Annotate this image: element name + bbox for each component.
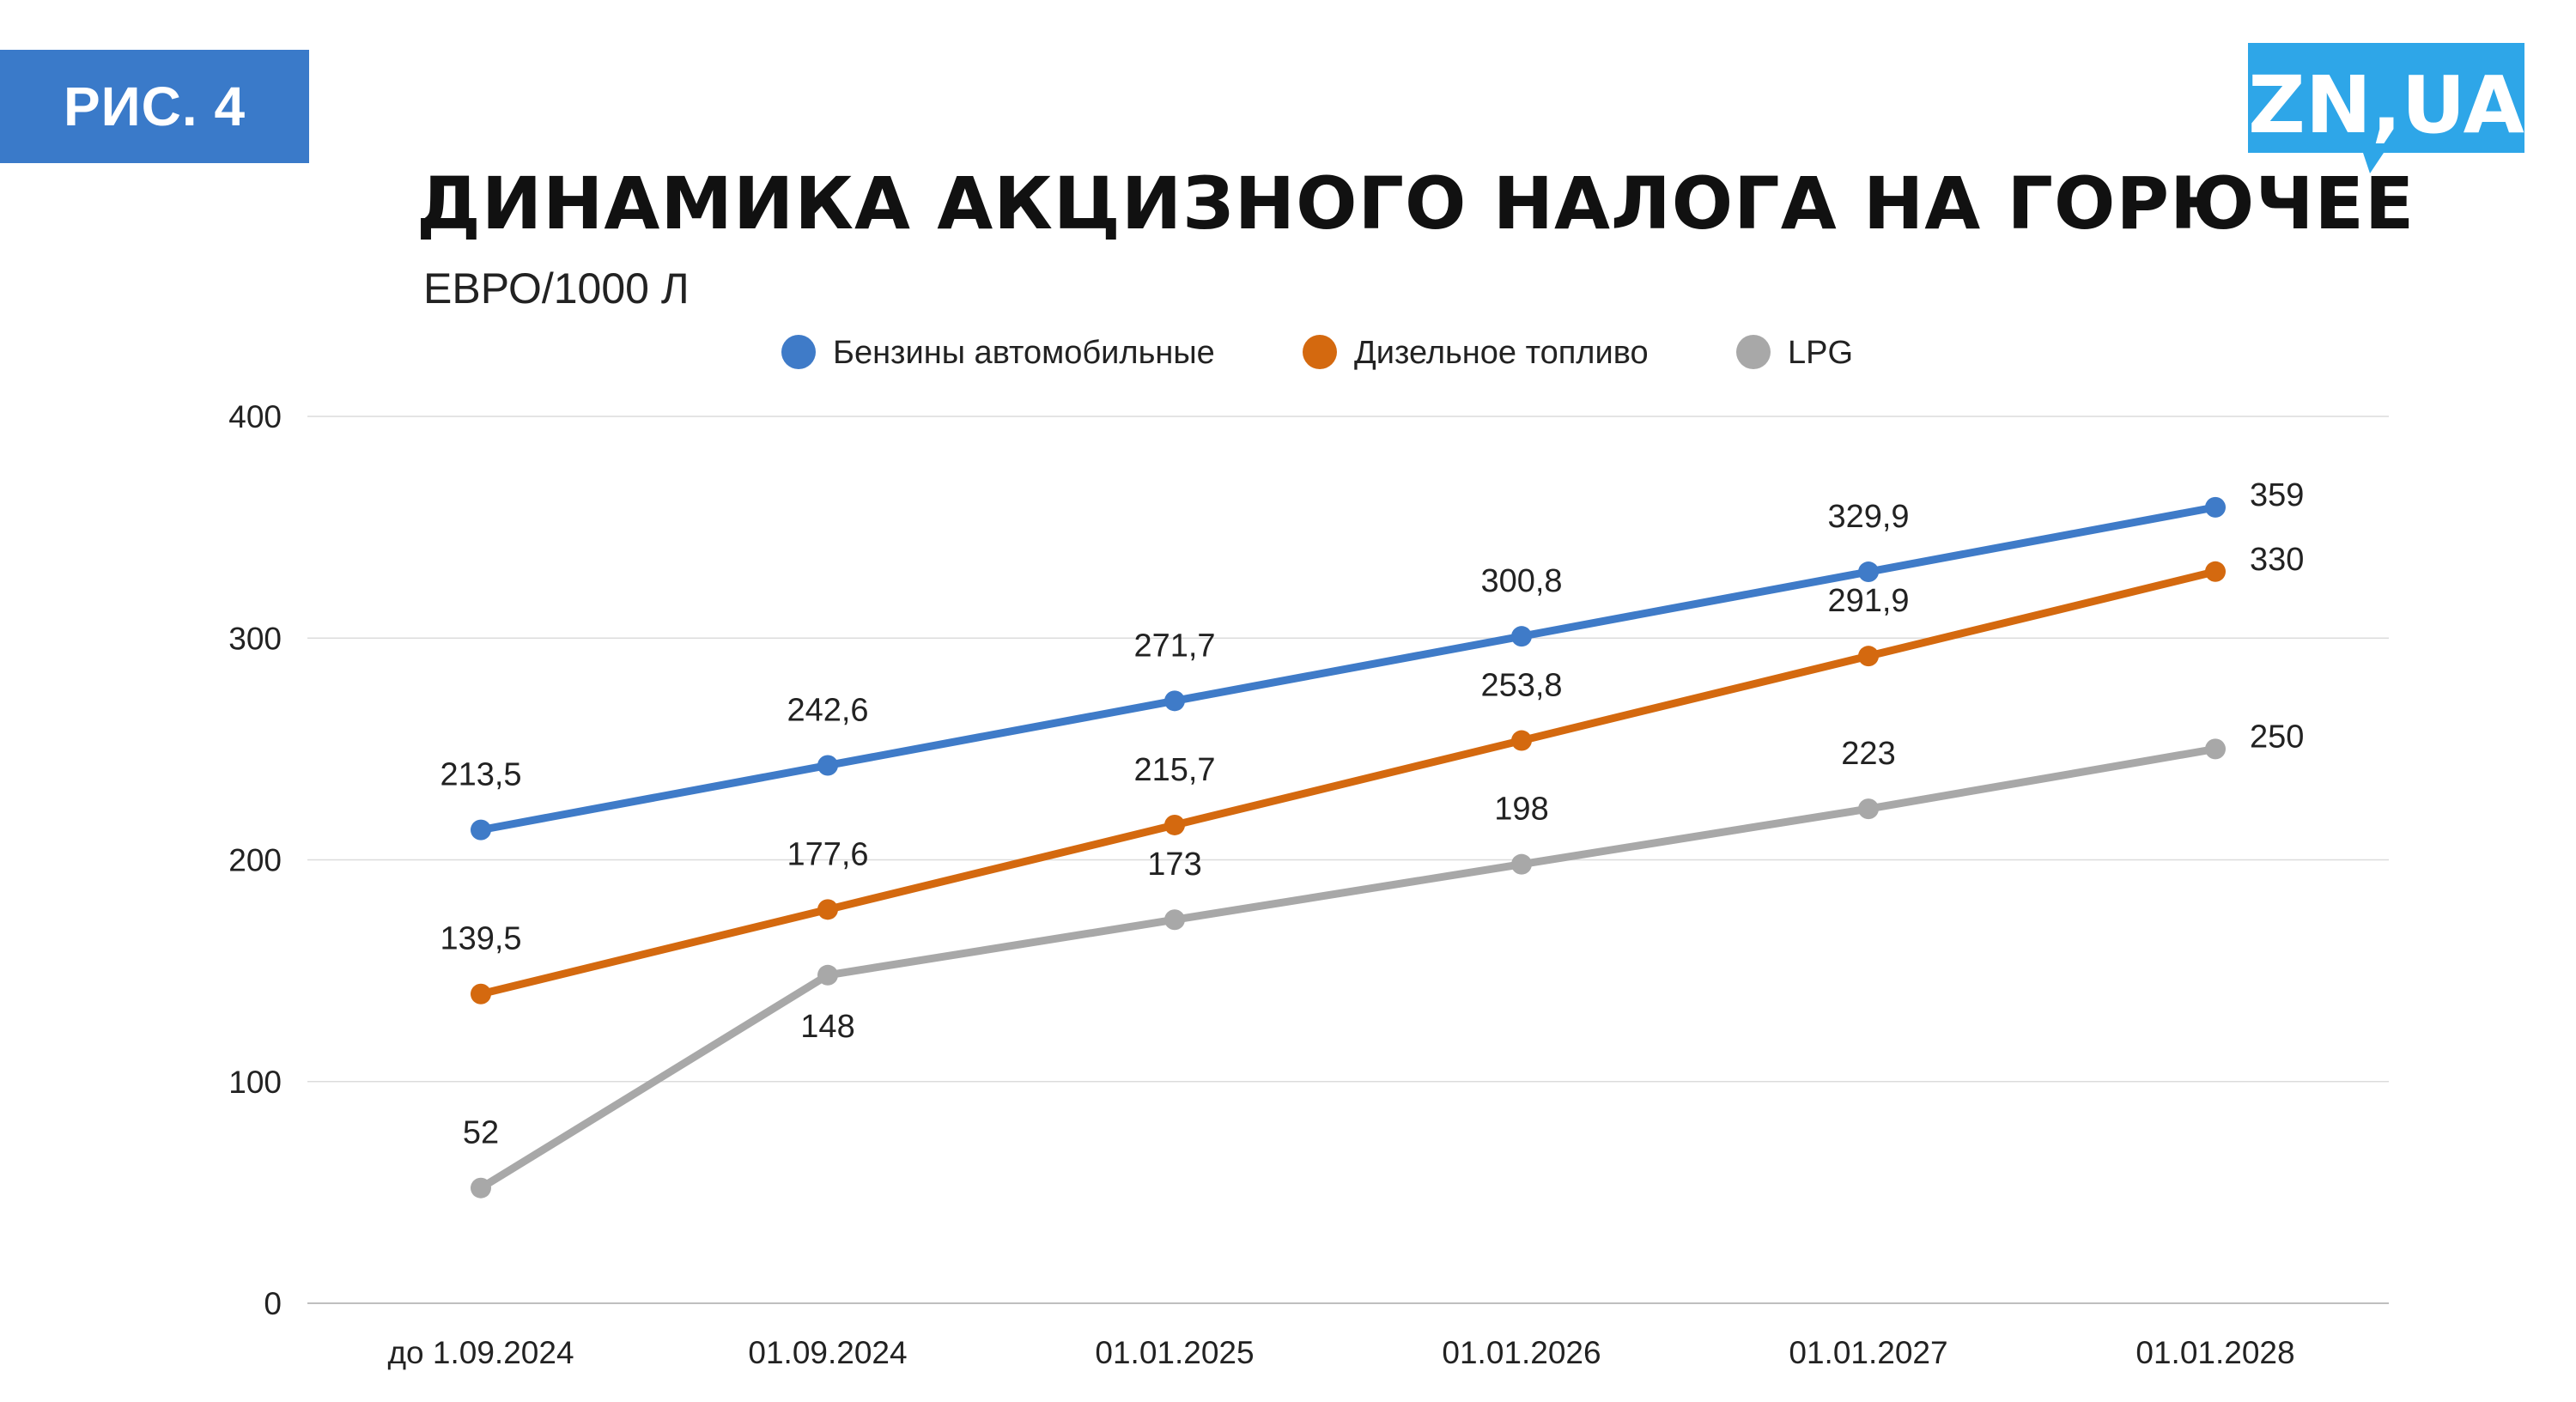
data-point xyxy=(1858,646,1879,667)
data-label: 330 xyxy=(2250,542,2304,578)
data-label: 271,7 xyxy=(1133,628,1215,664)
data-label: 250 xyxy=(2250,719,2304,755)
legend-label: LPG xyxy=(1788,335,1853,371)
legend-label: Бензины автомобильные xyxy=(833,335,1215,371)
data-point xyxy=(817,899,838,920)
data-label: 198 xyxy=(1494,792,1548,828)
series-line xyxy=(477,503,2220,835)
svg-text:ZN,UA: ZN,UA xyxy=(2248,59,2524,151)
data-label: 291,9 xyxy=(1827,583,1909,619)
data-point xyxy=(471,1177,491,1199)
data-point xyxy=(1511,730,1532,751)
data-point xyxy=(1164,814,1185,835)
data-label: 300,8 xyxy=(1480,563,1562,599)
data-point xyxy=(817,964,838,986)
series-line xyxy=(477,744,2220,1193)
legend-marker xyxy=(1736,335,1771,369)
data-point xyxy=(2205,561,2226,582)
zn-ua-logo: ZN,UA xyxy=(2248,43,2524,173)
y-tick-label: 300 xyxy=(228,621,282,656)
data-label: 215,7 xyxy=(1133,752,1215,788)
y-tick-label: 400 xyxy=(228,399,282,434)
data-label: 148 xyxy=(800,1009,854,1045)
x-tick-label: 01.01.2027 xyxy=(1789,1335,1947,1370)
data-label: 253,8 xyxy=(1480,668,1562,704)
data-label: 242,6 xyxy=(787,692,868,728)
data-label: 329,9 xyxy=(1827,499,1909,535)
data-label: 173 xyxy=(1147,847,1201,883)
data-point xyxy=(1511,626,1532,647)
data-point xyxy=(471,819,491,841)
x-tick-label: 01.01.2026 xyxy=(1442,1335,1601,1370)
x-tick-label: до 1.09.2024 xyxy=(387,1335,574,1370)
data-point xyxy=(2205,738,2226,760)
data-point xyxy=(471,983,491,1004)
x-tick-label: 01.09.2024 xyxy=(748,1335,907,1370)
data-label: 139,5 xyxy=(440,921,521,957)
y-tick-label: 0 xyxy=(264,1286,282,1321)
legend-marker xyxy=(781,335,816,369)
data-point xyxy=(1511,853,1532,875)
data-point xyxy=(1164,690,1185,712)
data-label: 359 xyxy=(2250,477,2304,513)
x-axis-ticks: до 1.09.2024 01.09.2024 01.01.2025 01.01.20… xyxy=(387,1335,2294,1370)
data-label: 213,5 xyxy=(440,757,521,793)
data-label: 177,6 xyxy=(787,836,868,872)
y-tick-label: 100 xyxy=(228,1065,282,1100)
legend: Бензины автомобильные Дизельное топливо LP… xyxy=(781,335,1853,371)
x-tick-label: 01.01.2028 xyxy=(2136,1335,2294,1370)
data-point xyxy=(1858,798,1879,820)
data-point xyxy=(1858,561,1879,583)
y-tick-label: 200 xyxy=(228,843,282,878)
chart-title: ДИНАМИКА АКЦИЗНОГО НАЛОГА НА ГОРЮЧЕЕ xyxy=(416,161,2415,246)
legend-label: Дизельное топливо xyxy=(1354,335,1649,371)
series-line xyxy=(477,567,2220,998)
data-labels: 213,5 242,6 271,7 300,8 329,9 359 139,5 177,6 21… xyxy=(440,477,2304,1151)
gridlines xyxy=(307,416,2389,1304)
chart-subtitle: ЕВРО/1000 Л xyxy=(423,264,690,313)
data-label: 223 xyxy=(1841,736,1895,772)
data-point xyxy=(1164,909,1185,931)
legend-marker xyxy=(1303,335,1337,369)
data-label: 52 xyxy=(463,1115,499,1151)
data-point xyxy=(2205,496,2226,518)
y-axis-ticks: 0 100 200 300 400 xyxy=(228,399,282,1321)
figure-badge: РИС. 4 xyxy=(0,50,309,163)
x-tick-label: 01.01.2025 xyxy=(1095,1335,1254,1370)
series-lines xyxy=(471,496,2226,1199)
data-point xyxy=(817,755,838,776)
